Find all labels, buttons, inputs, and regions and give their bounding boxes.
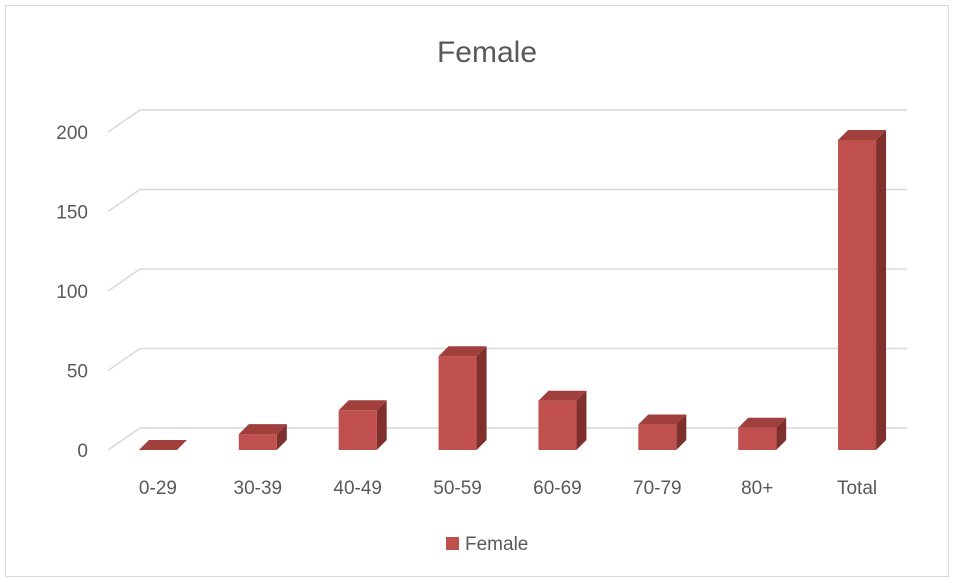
legend-swatch: [446, 537, 459, 550]
x-tick-label-2: 40-49: [333, 478, 382, 499]
bar-side: [376, 400, 387, 450]
chart-area: [5, 5, 949, 577]
bar-top: [738, 417, 787, 428]
x-tick-label-4: 60-69: [533, 478, 582, 499]
bar-front: [438, 356, 477, 450]
x-tick-label-3: 50-59: [433, 478, 482, 499]
chart-title: Female: [437, 36, 537, 69]
bar-side: [776, 417, 787, 450]
bar-side: [276, 424, 287, 450]
bar-70-79: [638, 414, 687, 450]
x-tick-label-1: 30-39: [234, 478, 283, 499]
y-tick-label-0: 0: [77, 441, 88, 462]
legend: Female: [446, 534, 528, 555]
y-tick-label-4: 200: [56, 123, 88, 144]
y-tick-label-1: 50: [67, 362, 88, 383]
bar-Total: [838, 129, 887, 450]
bar-top: [638, 414, 687, 425]
bar-50-59: [438, 346, 487, 450]
gridline-4: [107, 109, 907, 133]
bar-top: [838, 129, 887, 140]
gridline-2: [107, 268, 907, 292]
bar-40-49: [338, 400, 387, 450]
bar-top: [538, 390, 587, 401]
bars: [138, 129, 887, 450]
bar-top: [338, 400, 387, 411]
bar-front: [838, 139, 877, 450]
bar-top: [238, 424, 287, 435]
x-tick-label-6: 80+: [741, 478, 773, 499]
bar-side: [876, 129, 887, 450]
bar-side: [476, 346, 487, 450]
bar-side: [576, 390, 587, 450]
bar-front: [638, 424, 677, 450]
bar-front: [238, 434, 277, 450]
bar-side: [676, 414, 687, 450]
bar-80+: [738, 417, 787, 450]
bar-front: [338, 410, 377, 450]
gridline-3: [107, 188, 907, 213]
bar-0-29: [138, 440, 187, 450]
bar-front: [538, 400, 577, 450]
gridline-0: [107, 427, 907, 451]
gridline-1: [107, 347, 907, 372]
x-axis-labels: 0-29 30-39 40-49 50-59 60-69 70-79 80+ Total: [139, 478, 877, 499]
bar-top: [138, 440, 187, 450]
x-tick-label-0: 0-29: [139, 478, 177, 499]
legend-label: Female: [465, 534, 528, 555]
y-tick-label-3: 150: [56, 203, 88, 224]
bar-front: [738, 427, 777, 450]
x-tick-label-7: Total: [837, 478, 877, 499]
bar-60-69: [538, 390, 587, 450]
y-axis-labels: 0 50 100 150 200: [56, 123, 88, 462]
bar-30-39: [238, 424, 287, 450]
x-tick-label-5: 70-79: [633, 478, 682, 499]
bar-top: [438, 346, 487, 357]
y-tick-label-2: 100: [56, 282, 88, 303]
gridlines: [107, 109, 907, 451]
